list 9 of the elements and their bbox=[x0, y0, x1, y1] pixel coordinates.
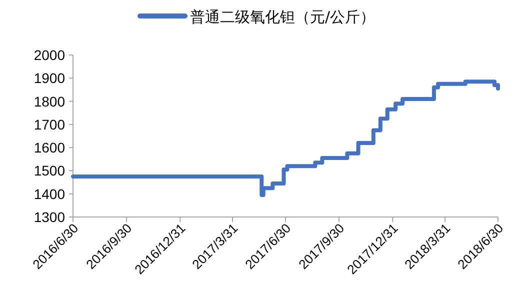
legend-label: 普通二级氧化钽（元/公斤） bbox=[190, 8, 376, 26]
y-tick-label: 1900 bbox=[34, 70, 66, 86]
y-tick-label: 2000 bbox=[34, 47, 66, 63]
y-tick-label: 1500 bbox=[34, 162, 66, 179]
y-tick-label: 1800 bbox=[34, 93, 66, 110]
y-tick-label: 1600 bbox=[34, 140, 66, 156]
y-tick-label: 1400 bbox=[34, 186, 66, 202]
y-tick-label: 1700 bbox=[34, 116, 66, 132]
y-tick-label: 1300 bbox=[34, 209, 66, 225]
